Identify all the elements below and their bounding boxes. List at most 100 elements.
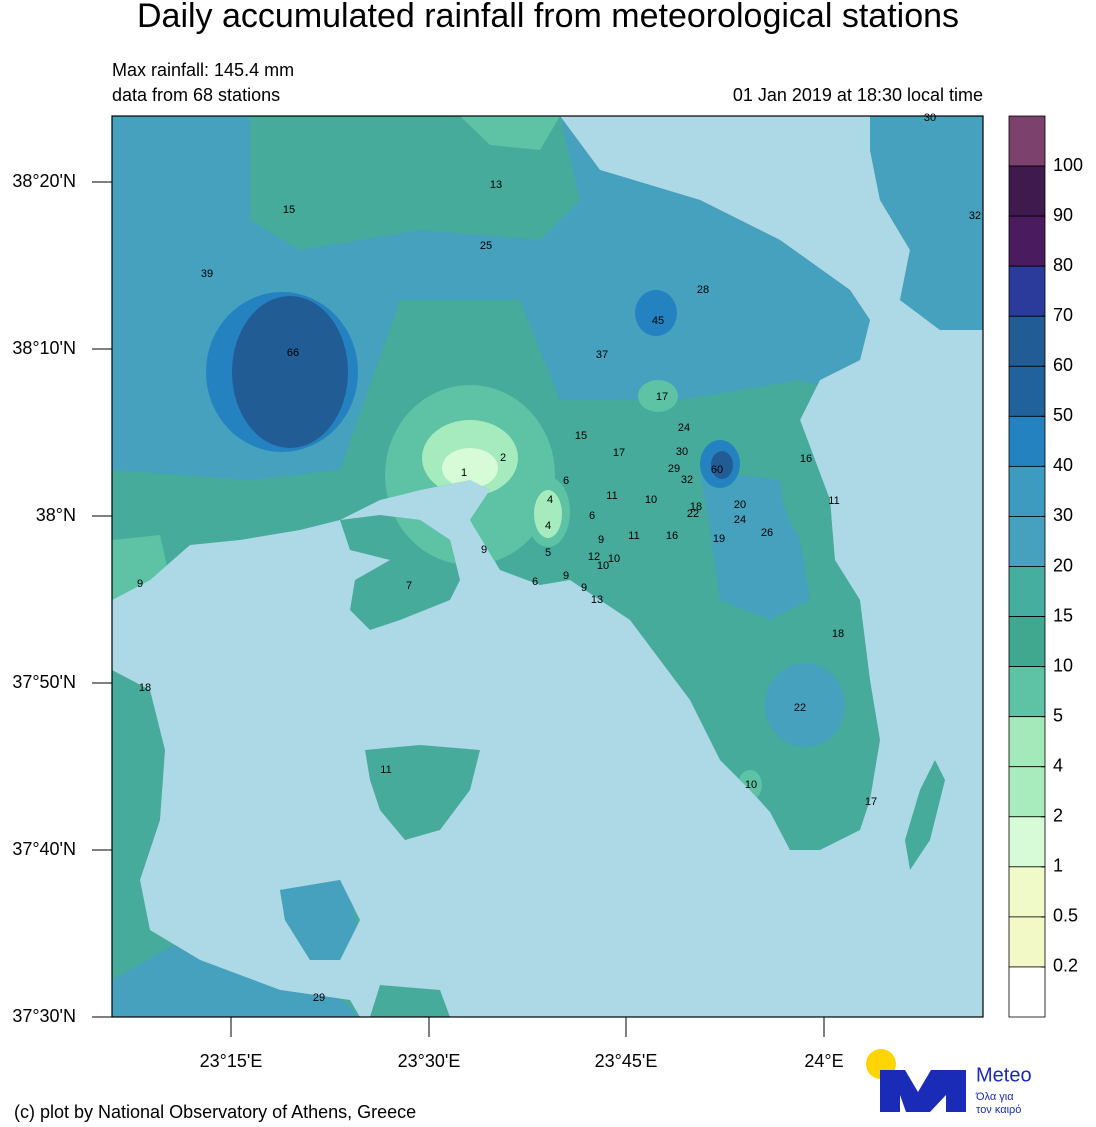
station-value: 37 [596, 349, 608, 361]
logo-tagline: Όλα για [975, 1091, 1014, 1103]
colorbar-label: 40 [1053, 455, 1073, 475]
station-value: 2 [500, 452, 506, 464]
station-value: 17 [656, 391, 668, 403]
station-value: 6 [589, 510, 595, 522]
timestamp: 01 Jan 2019 at 18:30 local time [733, 85, 983, 105]
contour-40 [635, 290, 677, 336]
station-value: 30 [676, 446, 688, 458]
station-value: 4 [545, 520, 551, 532]
station-value: 10 [745, 779, 757, 791]
contour-50 [711, 451, 733, 479]
lat-label: 38°10'N [12, 338, 76, 358]
station-value: 32 [969, 210, 981, 222]
lat-label: 38°20'N [12, 171, 76, 191]
station-value: 45 [652, 315, 664, 327]
colorbar-label: 80 [1053, 255, 1073, 275]
colorbar-box [1008, 916, 1046, 968]
station-value: 10 [608, 553, 620, 565]
logo: Meteo Όλα για τον καιρό [866, 1049, 1032, 1116]
stations-note: data from 68 stations [112, 85, 280, 105]
colorbar-box [1008, 566, 1046, 617]
colorbar-box [1008, 866, 1046, 918]
station-value: 29 [668, 463, 680, 475]
station-value: 15 [575, 430, 587, 442]
colorbar-box [1008, 816, 1046, 868]
max-rainfall: Max rainfall: 145.4 mm [112, 60, 294, 80]
plot-frame [111, 115, 984, 1018]
colorbar-box [1008, 165, 1046, 217]
colorbar-label: 20 [1053, 555, 1073, 575]
station-value: 11 [606, 490, 617, 502]
station-value: 60 [711, 464, 723, 476]
station-value: 28 [697, 284, 709, 296]
station-value: 13 [591, 594, 603, 606]
footer: (c) plot by National Observatory of Athe… [14, 1102, 416, 1122]
colorbar-label: 70 [1053, 305, 1073, 325]
colorbar-label: 0.2 [1053, 956, 1078, 976]
station-value: 4 [547, 494, 553, 506]
station-value: 32 [681, 474, 693, 486]
station-value: 18 [832, 628, 844, 640]
colorbar-box [1008, 966, 1046, 1018]
lon-label: 24°E [804, 1051, 843, 1071]
colorbar-label: 90 [1053, 205, 1073, 225]
colorbar-box [1008, 265, 1046, 317]
colorbar-box [1008, 666, 1046, 718]
station-value: 25 [480, 240, 492, 252]
colorbar-label: 15 [1053, 605, 1073, 625]
colorbar-box [1008, 516, 1046, 567]
colorbar-label: 50 [1053, 405, 1073, 425]
lat-label: 37°40'N [12, 839, 76, 859]
station-value: 66 [287, 347, 299, 359]
colorbar-label: 60 [1053, 355, 1073, 375]
station-value: 26 [761, 527, 773, 539]
colorbar-box [1008, 365, 1046, 417]
logo-tagline: τον καιρό [976, 1104, 1021, 1116]
station-value: 6 [563, 475, 569, 487]
station-value: 15 [283, 204, 295, 216]
station-value: 22 [794, 702, 806, 714]
station-value: 5 [545, 547, 551, 559]
colorbar-box [1008, 766, 1046, 818]
station-value: 39 [201, 268, 213, 280]
station-value: 7 [406, 580, 412, 592]
colorbar-label: 0.5 [1053, 906, 1078, 926]
colorbar-box [1008, 115, 1046, 167]
station-value: 29 [313, 992, 325, 1004]
station-value: 20 [734, 499, 746, 511]
lon-label: 23°15'E [200, 1051, 263, 1071]
station-value: 11 [828, 495, 839, 507]
lat-label: 37°50'N [12, 672, 76, 692]
colorbar-label: 1 [1053, 856, 1063, 876]
colorbar-label: 100 [1053, 155, 1083, 175]
station-value: 16 [666, 530, 678, 542]
colorbar-box [1008, 716, 1046, 768]
station-value: 6 [532, 576, 538, 588]
colorbar-label: 2 [1053, 806, 1063, 826]
station-value: 17 [865, 796, 877, 808]
lat-label: 38°N [36, 505, 76, 525]
station-value: 17 [613, 447, 625, 459]
station-value: 9 [563, 570, 569, 582]
station-value: 24 [678, 422, 690, 434]
station-value: 24 [734, 514, 746, 526]
station-value: 16 [800, 453, 812, 465]
station-value: 9 [481, 544, 487, 556]
station-value: 9 [581, 582, 587, 594]
colorbar-box [1008, 415, 1046, 467]
station-value: 11 [628, 530, 639, 542]
station-value: 9 [598, 534, 604, 546]
colorbar-box [1008, 215, 1046, 267]
colorbar-box [1008, 465, 1046, 517]
lon-label: 23°30'E [398, 1051, 461, 1071]
station-value: 12 [588, 551, 600, 563]
station-value: 10 [597, 560, 609, 572]
colorbar-box [1008, 315, 1046, 367]
station-value: 18 [690, 501, 702, 513]
station-value: 22 [687, 508, 699, 520]
colorbar-label: 10 [1053, 655, 1073, 675]
colorbar-label: 5 [1053, 705, 1063, 725]
title: Daily accumulated rainfall from meteorol… [137, 0, 959, 35]
station-value: 9 [137, 578, 143, 590]
